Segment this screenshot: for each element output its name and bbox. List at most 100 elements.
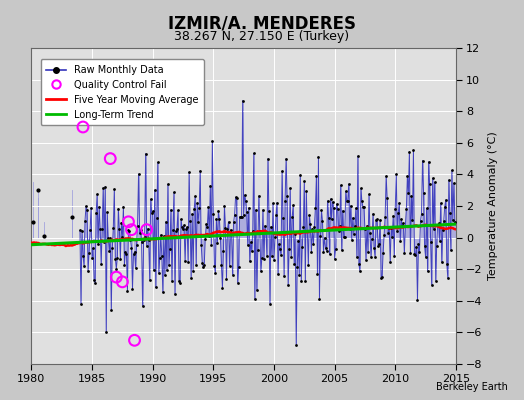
Point <box>345 181 353 187</box>
Point <box>320 234 329 241</box>
Point <box>172 228 180 234</box>
Point <box>288 214 297 220</box>
Point <box>161 272 169 278</box>
Point <box>79 124 87 130</box>
Point <box>149 267 158 274</box>
Point <box>159 289 167 296</box>
Point <box>192 262 200 268</box>
Point <box>236 214 245 220</box>
Point <box>157 232 165 238</box>
Point <box>130 248 139 255</box>
Point <box>411 252 420 258</box>
Point <box>405 148 413 155</box>
Point <box>270 257 278 264</box>
Point <box>101 184 110 190</box>
Point <box>256 228 264 234</box>
Text: IZMIR/A. MENDERES: IZMIR/A. MENDERES <box>168 14 356 32</box>
Point <box>105 248 114 254</box>
Point <box>313 271 322 277</box>
Point <box>83 206 91 213</box>
Point <box>231 212 239 218</box>
Point <box>377 275 385 281</box>
Point <box>444 275 452 281</box>
Point <box>221 225 230 231</box>
Point <box>441 204 449 210</box>
Point <box>176 280 184 287</box>
Point <box>174 207 182 214</box>
Point <box>206 182 214 189</box>
Point <box>104 235 113 241</box>
Point <box>100 239 108 246</box>
Point <box>127 245 136 251</box>
Point <box>295 272 303 278</box>
Point <box>298 244 307 250</box>
Point <box>283 193 291 200</box>
Point <box>248 228 257 234</box>
Point <box>121 248 129 255</box>
Point <box>421 254 430 260</box>
Point <box>346 225 354 232</box>
Point <box>449 217 457 224</box>
Point <box>193 200 201 206</box>
Point <box>310 224 319 230</box>
Point <box>109 225 117 232</box>
Point <box>195 205 203 211</box>
Point <box>344 198 352 204</box>
Point <box>397 216 406 222</box>
Point <box>384 230 392 236</box>
Point <box>103 209 112 216</box>
Point <box>106 156 114 162</box>
Point <box>331 256 339 262</box>
Point <box>432 243 441 249</box>
Point <box>259 207 267 213</box>
Point <box>199 264 208 270</box>
Point <box>400 250 409 257</box>
Point <box>244 242 252 248</box>
Point <box>281 197 289 204</box>
Point <box>137 239 146 245</box>
Point <box>170 189 178 196</box>
Point <box>242 198 250 204</box>
Point <box>34 186 42 193</box>
Point <box>393 228 401 234</box>
Point <box>151 284 160 291</box>
Point <box>89 245 97 251</box>
Point <box>300 178 309 184</box>
Point <box>129 251 138 258</box>
Point <box>414 241 423 248</box>
Point <box>305 212 313 218</box>
Point <box>323 198 332 204</box>
Point <box>107 307 115 313</box>
Point <box>279 215 287 222</box>
Point <box>321 244 330 251</box>
Point <box>239 211 248 218</box>
Point <box>309 241 318 248</box>
Point <box>399 220 408 226</box>
Point <box>169 227 177 233</box>
Point <box>163 181 172 188</box>
Point <box>120 262 128 268</box>
Point <box>416 249 424 256</box>
Point <box>166 246 174 252</box>
Point <box>445 210 454 216</box>
Point <box>299 224 308 230</box>
Point <box>232 195 241 201</box>
Point <box>230 219 238 226</box>
Point <box>178 224 186 230</box>
Point <box>265 208 273 214</box>
Point <box>285 246 293 252</box>
Point <box>179 226 187 232</box>
Point <box>258 255 266 262</box>
Point <box>82 203 90 210</box>
Point <box>336 182 345 188</box>
Point <box>218 285 226 291</box>
Point <box>187 275 195 282</box>
Point <box>312 172 321 179</box>
Point <box>372 216 380 223</box>
Point <box>450 180 458 186</box>
Point <box>261 228 270 235</box>
Point <box>114 206 123 212</box>
Point <box>355 260 363 267</box>
Point <box>128 286 137 292</box>
Point <box>138 303 147 309</box>
